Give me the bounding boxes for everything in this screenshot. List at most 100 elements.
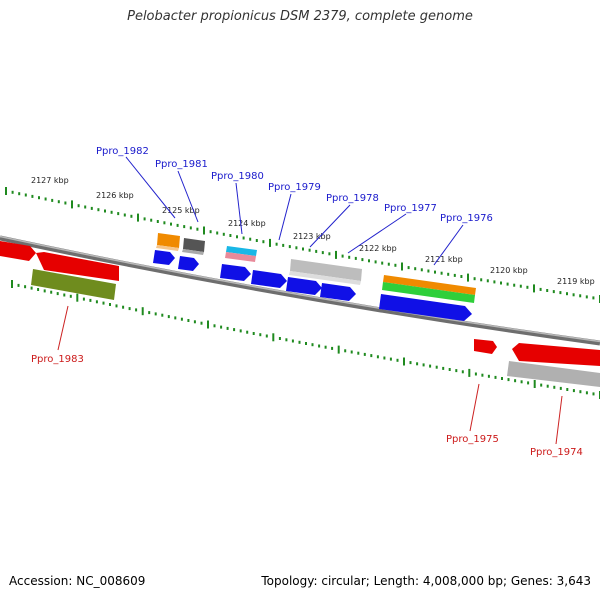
minor-tick <box>123 213 126 217</box>
kbp-label: 2124 kbp <box>228 219 266 228</box>
major-tick <box>207 320 209 329</box>
minor-tick <box>255 239 258 242</box>
minor-tick <box>77 204 80 208</box>
minor-tick <box>474 372 477 376</box>
cds-arrow[interactable] <box>286 277 322 295</box>
minor-tick <box>514 379 517 383</box>
minor-tick <box>128 307 131 311</box>
minor-tick <box>102 301 105 305</box>
kbp-label: 2126 kbp <box>96 191 134 200</box>
gene-label[interactable]: Ppro_1975 <box>446 434 499 445</box>
minor-tick <box>288 245 291 249</box>
minor-tick <box>24 285 27 289</box>
minor-tick <box>311 343 314 347</box>
minor-tick <box>31 194 34 198</box>
minor-tick <box>236 235 238 239</box>
minor-tick <box>51 198 54 202</box>
cds-arrow[interactable] <box>379 294 472 321</box>
gene-feature-dark-grey[interactable] <box>183 238 205 252</box>
minor-tick <box>434 270 436 274</box>
accession-text: Accession: NC_008609 <box>9 574 146 588</box>
minor-tick <box>493 280 496 284</box>
minor-tick <box>460 275 463 278</box>
major-tick <box>272 333 275 342</box>
minor-tick <box>420 268 423 272</box>
minor-tick <box>196 227 199 231</box>
gene-feature-cyan[interactable] <box>226 246 257 256</box>
kbp-label: 2125 kbp <box>162 206 200 215</box>
gene-label[interactable]: Ppro_1980 <box>211 171 264 182</box>
gene-label[interactable]: Ppro_1976 <box>440 213 493 224</box>
minor-tick <box>262 240 265 244</box>
minor-tick <box>389 357 392 361</box>
minor-tick <box>341 254 344 258</box>
minor-tick <box>156 220 159 223</box>
minor-tick <box>448 368 451 371</box>
minor-tick <box>167 315 170 319</box>
gene-label[interactable]: Ppro_1978 <box>326 193 379 204</box>
minor-tick <box>527 381 530 385</box>
minor-tick <box>24 193 27 197</box>
minor-tick <box>305 342 307 345</box>
minor-tick <box>552 290 555 294</box>
gene-label[interactable]: Ppro_1979 <box>268 182 321 193</box>
minor-tick <box>480 278 483 282</box>
minor-tick <box>209 230 212 234</box>
minor-tick <box>566 292 568 296</box>
minor-tick <box>447 272 450 276</box>
minor-tick <box>189 226 192 230</box>
gene-label[interactable]: Ppro_1981 <box>155 159 208 170</box>
gene-label[interactable]: Ppro_1974 <box>530 447 583 458</box>
minor-tick <box>494 375 497 379</box>
gene-feature-light-grey[interactable] <box>290 259 362 281</box>
minor-tick <box>585 391 588 395</box>
gene-feature-red[interactable] <box>36 252 119 281</box>
inner-tick-track <box>11 280 600 399</box>
gene-feature-orange-long[interactable] <box>383 275 476 295</box>
gene-feature-grey[interactable] <box>507 361 600 387</box>
cds-arrow[interactable] <box>320 283 356 301</box>
gene-feature-red-small[interactable] <box>474 339 497 354</box>
minor-tick <box>242 236 245 240</box>
cds-arrow[interactable] <box>178 256 199 271</box>
map-title: Pelobacter propionicus DSM 2379, complet… <box>127 9 473 24</box>
cds-arrow[interactable] <box>153 250 175 265</box>
gene-feature-orange[interactable] <box>157 233 180 248</box>
gene-feature-pink[interactable] <box>225 252 256 262</box>
major-tick <box>71 200 73 209</box>
genome-backbone-highlight <box>0 235 600 343</box>
minor-tick <box>376 355 379 359</box>
cds-arrow[interactable] <box>251 270 287 288</box>
major-tick <box>203 226 205 235</box>
minor-tick <box>278 337 281 340</box>
minor-tick <box>180 317 183 321</box>
genome-backbone <box>0 235 600 346</box>
gene-feature-green[interactable] <box>382 282 475 303</box>
minor-tick <box>220 325 223 329</box>
major-tick <box>137 213 139 222</box>
minor-tick <box>37 288 40 291</box>
gene-label[interactable]: Ppro_1977 <box>384 203 437 214</box>
minor-tick <box>117 212 120 216</box>
feature-track-upper <box>156 233 476 303</box>
minor-tick <box>435 365 438 369</box>
minor-tick <box>348 255 351 259</box>
gene-label[interactable]: Ppro_1983 <box>31 354 84 365</box>
minor-tick <box>513 283 516 287</box>
gene-feature-olive[interactable] <box>31 269 116 300</box>
gene-feature-red[interactable] <box>512 343 600 366</box>
minor-tick <box>519 284 522 288</box>
cds-track-forward <box>153 250 472 321</box>
minor-tick <box>50 290 53 294</box>
major-tick <box>403 357 405 366</box>
gene-feature-red[interactable] <box>0 241 36 261</box>
minor-tick <box>368 259 370 263</box>
minor-tick <box>407 266 410 270</box>
kbp-label: 2121 kbp <box>425 255 463 264</box>
gene-label[interactable]: Ppro_1982 <box>96 146 149 157</box>
minor-tick <box>500 281 502 285</box>
minor-tick <box>233 328 236 332</box>
major-tick <box>533 284 535 293</box>
kbp-label: 2119 kbp <box>557 277 595 286</box>
cds-arrow[interactable] <box>220 264 251 281</box>
